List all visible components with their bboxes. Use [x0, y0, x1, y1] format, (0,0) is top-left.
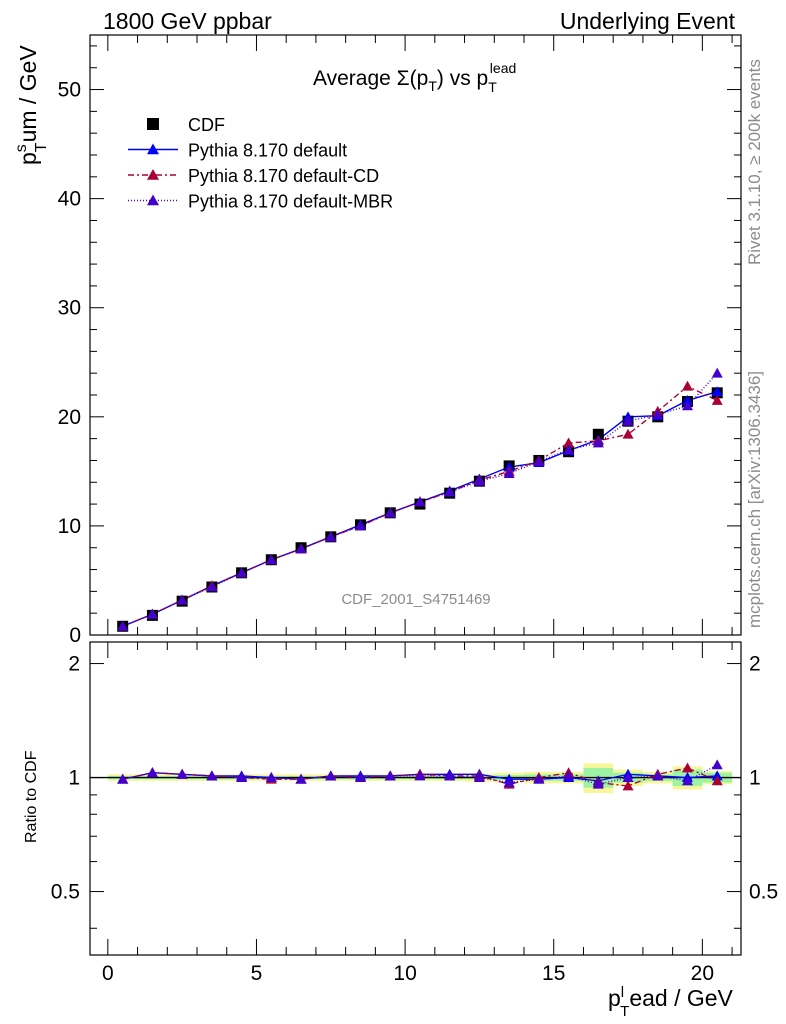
mc-point-3 — [563, 444, 575, 454]
mc-point-3 — [533, 456, 545, 466]
ratio-point-3 — [503, 777, 515, 787]
ratio-series — [117, 759, 723, 791]
mc-point-3 — [236, 567, 248, 578]
x-axis-label: pl Tead / GeV — [608, 984, 734, 1020]
ratio-axis-ticks: 0.5 0.51 12 20 5 10 15 20 — [51, 642, 778, 985]
ratio-point-3 — [117, 773, 129, 784]
mcplots-label: mcplots.cern.ch [arXiv:1306.3436] — [745, 371, 764, 628]
x-tick-label: 15 — [542, 962, 565, 985]
ratio-ytick-label-left: 0.5 — [51, 881, 80, 904]
mc-point-3 — [384, 507, 396, 518]
ratio-point-3 — [295, 773, 307, 784]
y-tick-label: 0 — [69, 624, 81, 647]
ratio-point-3 — [176, 768, 188, 779]
legend-marker — [147, 143, 159, 155]
mc-point-3 — [146, 608, 158, 619]
ratio-point-3 — [681, 775, 693, 786]
ratio-point-3 — [236, 772, 248, 782]
ratio-point-2 — [681, 762, 693, 773]
mc-point-1 — [711, 386, 723, 397]
mc-point-2 — [681, 380, 693, 391]
ratio-point-3 — [711, 759, 723, 770]
legend-entry: Pythia 8.170 default-MBR — [188, 192, 393, 212]
mc-point-3 — [592, 437, 604, 448]
ratio-point-3 — [652, 770, 664, 781]
ratio-point-2 — [622, 780, 634, 791]
main-ylabel: ps Tum / GeV — [13, 45, 50, 165]
mc-point-3 — [355, 520, 367, 531]
ratio-point-3 — [473, 772, 485, 782]
main-frame — [89, 34, 742, 636]
ratio-point-3 — [265, 772, 277, 782]
mc-point-1 — [681, 394, 693, 405]
main-axes-box — [89, 34, 742, 636]
legend-entry: Pythia 8.170 default-CD — [188, 166, 379, 186]
ratio-point-2 — [711, 775, 723, 786]
ratio-point-3 — [533, 773, 545, 784]
legend: CDF Pythia 8.170 default Pythia 8.170 defa… — [128, 115, 393, 212]
main-series — [117, 367, 723, 632]
y-tick-label: 30 — [58, 297, 81, 320]
mc-point-3 — [176, 594, 188, 605]
mc-point-2 — [622, 428, 634, 439]
x-tick-label: 0 — [102, 962, 114, 985]
ratio-point-3 — [592, 778, 604, 789]
ratio-ytick-label-left: 2 — [68, 653, 80, 676]
header-left: 1800 GeV ppbar — [103, 8, 272, 34]
ratio-ytick-label-right: 2 — [749, 653, 761, 676]
x-tick-label: 10 — [393, 962, 416, 985]
ratio-point-1 — [711, 770, 723, 781]
mc-point-3 — [652, 409, 664, 420]
ratio-point-3 — [563, 770, 575, 781]
y-tick-label: 20 — [58, 406, 81, 429]
ratio-ytick-label-right: 1 — [749, 767, 761, 790]
y-tick-label: 40 — [58, 188, 81, 211]
ratio-point-3 — [444, 770, 456, 781]
analysis-watermark: CDF_2001_S4751469 — [341, 591, 490, 608]
header-right: Underlying Event — [560, 8, 736, 34]
legend-entry: Pythia 8.170 default — [188, 141, 347, 161]
mc-point-3 — [206, 581, 218, 592]
ratio-point-3 — [355, 772, 367, 782]
ratio-point-3 — [325, 770, 337, 781]
mc-point-2 — [711, 394, 723, 405]
main-axis-ticks: 0 10 20 30 40 50 — [58, 35, 741, 647]
ratio-point-3 — [414, 770, 426, 781]
legend-marker — [147, 169, 159, 180]
ratio-frame — [89, 641, 742, 956]
mc-point-3 — [444, 486, 456, 497]
ratio-point-3 — [206, 770, 218, 781]
mc-point-3 — [622, 415, 634, 426]
mc-point-3 — [414, 496, 426, 507]
mc-point-3 — [117, 620, 129, 631]
mc-point-3 — [503, 468, 515, 478]
mc-point-2 — [563, 437, 575, 448]
mc-point-3 — [711, 367, 723, 378]
ratio-ylabel: Ratio to CDF — [23, 750, 40, 843]
y-tick-label: 10 — [58, 515, 81, 538]
ratio-line-3 — [122, 764, 718, 785]
mc-point-3 — [295, 543, 307, 554]
ratio-ytick-label-left: 1 — [68, 767, 80, 790]
y-tick-label: 50 — [58, 79, 81, 102]
main-title: Average Σ(pT) vs pTlead — [313, 60, 516, 95]
x-tick-label: 5 — [251, 962, 263, 985]
mc-point-3 — [265, 554, 277, 565]
rivet-label: Rivet 3.1.10, ≥ 200k events — [745, 59, 764, 265]
mc-point-3 — [473, 475, 485, 486]
ratio-point-3 — [146, 767, 158, 778]
ratio-point-3 — [622, 772, 634, 782]
legend-marker-cdf — [147, 118, 159, 130]
legend-marker — [147, 194, 159, 206]
ratio-axes-box — [89, 641, 742, 956]
mc-point-3 — [681, 400, 693, 411]
series-line-3 — [122, 372, 718, 627]
mc-point-3 — [325, 531, 337, 542]
ratio-ytick-label-right: 0.5 — [749, 881, 778, 904]
x-tick-label: 20 — [691, 962, 714, 985]
ratio-point-3 — [384, 770, 396, 781]
legend-entry: CDF — [188, 115, 225, 135]
